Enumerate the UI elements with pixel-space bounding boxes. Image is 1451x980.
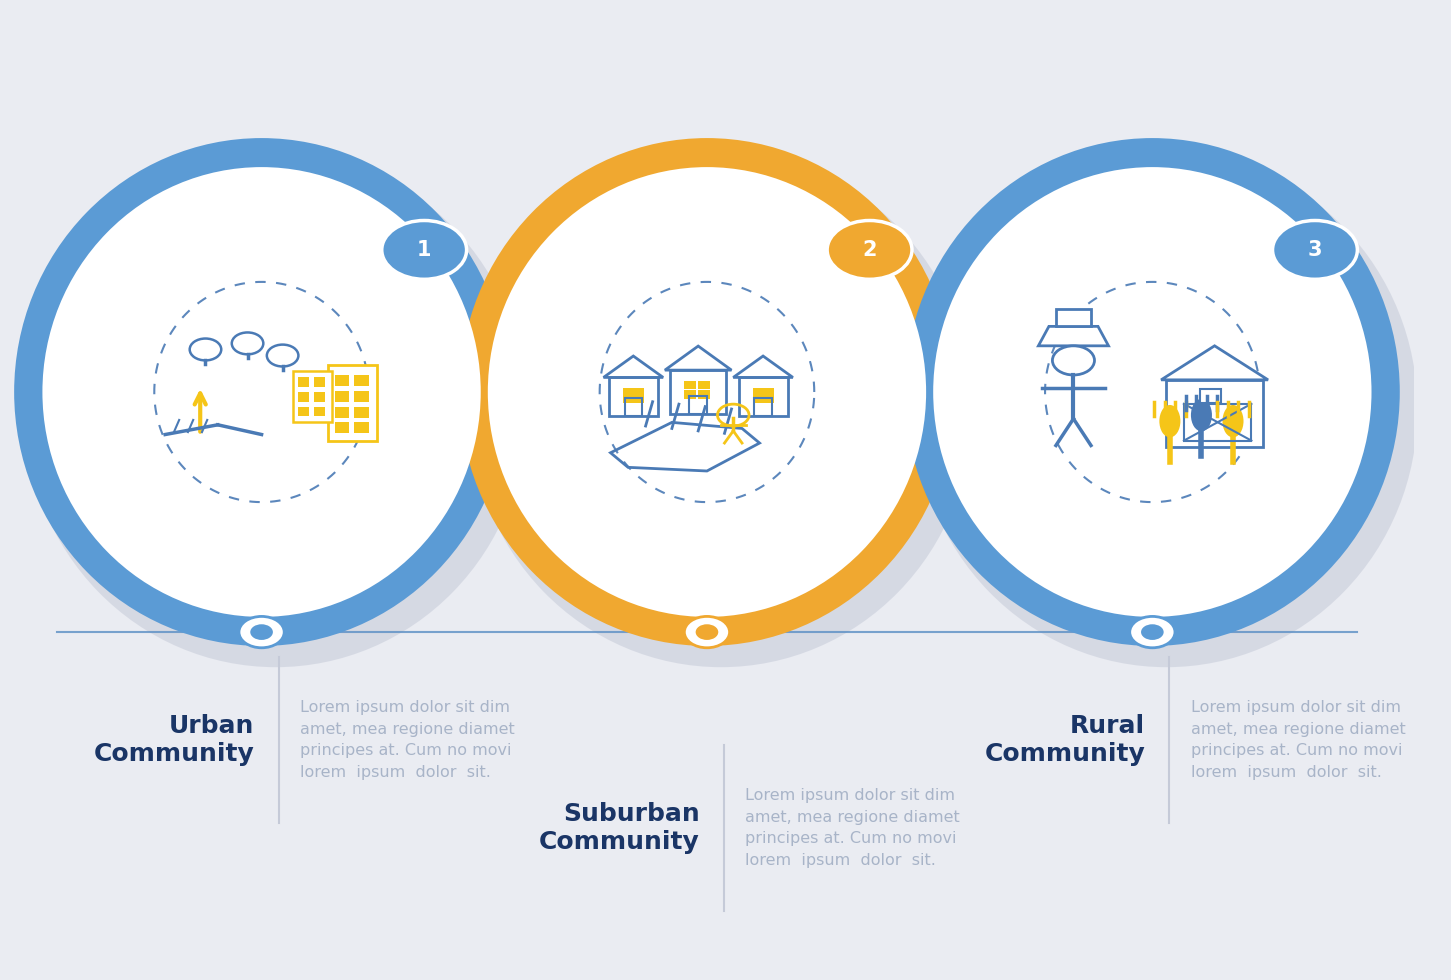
Text: Urban
Community: Urban Community — [94, 713, 254, 766]
Ellipse shape — [15, 138, 509, 646]
Circle shape — [232, 332, 263, 355]
Bar — [1167, 380, 1262, 447]
Bar — [293, 371, 332, 422]
Text: Lorem ipsum dolor sit dim
amet, mea regione diamet
principes at. Cum no movi
lor: Lorem ipsum dolor sit dim amet, mea regi… — [300, 700, 515, 780]
Bar — [299, 377, 309, 387]
Bar — [299, 392, 309, 402]
Bar — [1200, 389, 1222, 403]
Polygon shape — [1039, 326, 1109, 346]
Circle shape — [1130, 616, 1175, 648]
Polygon shape — [1161, 346, 1268, 380]
Ellipse shape — [1159, 405, 1181, 437]
Bar — [685, 380, 696, 389]
Bar — [753, 388, 773, 403]
Ellipse shape — [916, 152, 1418, 667]
Bar — [335, 422, 350, 433]
Ellipse shape — [25, 152, 527, 667]
Bar — [670, 370, 727, 414]
Circle shape — [1052, 346, 1094, 375]
Polygon shape — [604, 356, 663, 377]
Bar — [739, 377, 788, 416]
Circle shape — [1273, 220, 1357, 279]
Bar — [698, 390, 710, 399]
Circle shape — [1140, 624, 1164, 640]
Polygon shape — [665, 346, 731, 370]
Text: 3: 3 — [1307, 240, 1322, 260]
Circle shape — [685, 616, 730, 648]
Polygon shape — [733, 356, 792, 377]
Ellipse shape — [1223, 405, 1244, 437]
Circle shape — [239, 616, 284, 648]
Bar — [299, 407, 309, 416]
Bar — [335, 375, 350, 386]
Bar — [315, 392, 325, 402]
Ellipse shape — [488, 168, 926, 616]
Text: Lorem ipsum dolor sit dim
amet, mea regione diamet
principes at. Cum no movi
lor: Lorem ipsum dolor sit dim amet, mea regi… — [746, 788, 961, 868]
Text: Suburban
Community: Suburban Community — [540, 802, 699, 855]
Text: 2: 2 — [862, 240, 876, 260]
Bar — [609, 377, 657, 416]
Ellipse shape — [1191, 399, 1212, 431]
Ellipse shape — [460, 138, 955, 646]
Circle shape — [695, 624, 718, 640]
Ellipse shape — [42, 168, 480, 616]
Ellipse shape — [470, 152, 972, 667]
Bar — [354, 422, 369, 433]
Ellipse shape — [933, 168, 1371, 616]
Bar — [689, 396, 707, 414]
Bar — [328, 366, 377, 441]
Bar — [624, 398, 643, 416]
Bar — [685, 390, 696, 399]
Bar — [335, 407, 350, 417]
Bar — [354, 407, 369, 417]
Bar — [315, 407, 325, 416]
Text: Lorem ipsum dolor sit dim
amet, mea regione diamet
principes at. Cum no movi
lor: Lorem ipsum dolor sit dim amet, mea regi… — [1190, 700, 1405, 780]
Bar — [1184, 404, 1251, 441]
Circle shape — [250, 624, 273, 640]
Bar — [335, 391, 350, 402]
Bar — [315, 377, 325, 387]
Text: Rural
Community: Rural Community — [985, 713, 1145, 766]
Bar — [1056, 310, 1091, 326]
Ellipse shape — [905, 138, 1400, 646]
Circle shape — [382, 220, 467, 279]
Bar — [354, 375, 369, 386]
Text: 1: 1 — [416, 240, 431, 260]
Bar — [698, 380, 710, 389]
Circle shape — [267, 345, 299, 367]
Bar — [622, 388, 644, 403]
Circle shape — [190, 338, 221, 361]
Bar — [354, 391, 369, 402]
Circle shape — [827, 220, 913, 279]
Bar — [755, 398, 772, 416]
